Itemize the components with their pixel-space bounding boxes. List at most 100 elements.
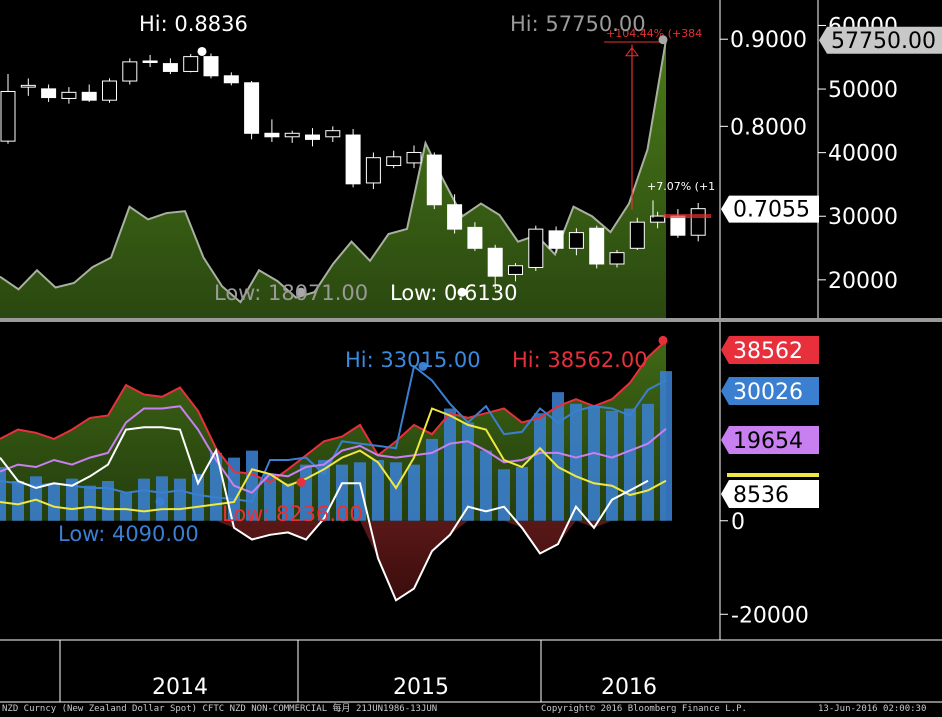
candle: [41, 88, 57, 99]
bar: [552, 392, 564, 521]
bar: [354, 462, 366, 521]
bar: [48, 483, 60, 521]
candle: [487, 247, 503, 277]
bar: [588, 406, 600, 521]
year-label: 2015: [393, 675, 449, 700]
candle: [508, 265, 523, 275]
bar: [210, 452, 222, 521]
price-tick-label: 0.8000: [730, 115, 807, 140]
bar: [12, 481, 24, 521]
candle: [244, 82, 260, 134]
red-low-marker: [296, 477, 306, 487]
candle: [528, 228, 544, 268]
positions-panel: Hi: 33015.00 Hi: 38562.00 Low: 8236.00 Low:…: [0, 335, 672, 602]
price-hi-label: Hi: 0.8836: [139, 12, 248, 36]
bar: [174, 478, 186, 521]
bar: [282, 483, 294, 521]
candle: [670, 215, 686, 236]
candle: [426, 154, 442, 206]
bar: [642, 403, 654, 521]
price-panel: +104.44% (+384 +7.07% (+1 Hi: 0.8836 Low: 0…: [0, 12, 715, 319]
candle: [467, 226, 483, 249]
vol-low-marker: [296, 287, 306, 297]
price-last-tag: 0.7055: [721, 195, 819, 223]
positions-last-tag: 38562: [721, 336, 819, 364]
positions-tick-label: 0: [731, 510, 745, 535]
candle: [447, 204, 463, 230]
candle: [629, 221, 645, 249]
footer-timestamp: 13-Jun-2016 02:00:30: [818, 704, 927, 714]
bar: [426, 438, 438, 521]
candle: [345, 134, 361, 185]
bar: [462, 422, 474, 521]
volume-area: [0, 39, 666, 319]
candle: [162, 63, 178, 72]
bar: [66, 478, 78, 521]
red-hi-marker: [658, 335, 668, 345]
series-line: [0, 339, 667, 484]
candle: [568, 232, 584, 249]
candle: [406, 151, 422, 164]
bar: [138, 478, 150, 521]
candle: [223, 75, 239, 84]
bar: [390, 462, 402, 521]
blue-hi-label: Hi: 33015.00: [345, 348, 481, 372]
volume-tick-label: 20000: [828, 269, 898, 294]
positions-last-tag: 8536: [721, 480, 819, 508]
candle: [386, 156, 402, 167]
annotation-pct-price: +7.07% (+1: [647, 180, 715, 193]
vol-low-label: Low: 18071.00: [214, 281, 368, 305]
candle: [548, 230, 564, 249]
footer: NZD Curncy (New Zealand Dollar Spot) CFT…: [0, 701, 942, 717]
blue-hi-marker: [418, 361, 428, 371]
bar: [30, 476, 42, 521]
positions-last-tag: 30026: [721, 377, 819, 405]
price-hi-marker: [197, 46, 207, 56]
svg-text:30026: 30026: [733, 380, 803, 405]
candle: [0, 90, 16, 142]
svg-text:0.7055: 0.7055: [733, 198, 810, 223]
bar: [480, 450, 492, 521]
vol-hi-marker: [658, 35, 668, 45]
candle: [102, 80, 117, 101]
candle: [609, 252, 625, 265]
year-label: 2016: [601, 675, 657, 700]
bar: [246, 450, 258, 521]
bar: [192, 473, 204, 521]
candle: [650, 215, 666, 223]
blue-low-marker: [155, 497, 165, 507]
bar: [408, 464, 420, 521]
bar: [372, 459, 384, 521]
bar: [84, 485, 96, 521]
range-highlight: [663, 214, 712, 219]
positions-tick-label: -20000: [731, 603, 809, 628]
bar: [264, 473, 276, 521]
red-hi-label: Hi: 38562.00: [512, 348, 648, 372]
series-line: [0, 426, 649, 602]
vol-hi-label: Hi: 57750.00: [510, 12, 646, 36]
blue-low-label: Low: 4090.00: [58, 522, 199, 546]
svg-text:8536: 8536: [733, 483, 789, 508]
bar: [102, 481, 114, 521]
candle: [203, 56, 219, 77]
candle: [122, 61, 138, 82]
arrow-head: [625, 46, 639, 57]
positions-last-tag: 19654: [721, 426, 819, 454]
candle: [20, 84, 36, 88]
year-label: 2014: [152, 675, 208, 700]
bar: [534, 413, 546, 521]
candle: [183, 56, 199, 72]
candle: [690, 208, 706, 236]
bar: [570, 403, 582, 521]
svg-text:19654: 19654: [733, 429, 803, 454]
price-tick-label: 0.9000: [730, 28, 807, 53]
svg-text:57750.00: 57750.00: [831, 29, 936, 54]
annotation-pct-volume: +104.44% (+384: [606, 27, 702, 40]
bar: [228, 457, 240, 521]
price-low-marker: [457, 287, 467, 297]
candle: [284, 132, 300, 138]
bar: [120, 492, 132, 521]
candle: [264, 132, 280, 138]
red-low-label: Low: 8236.00: [222, 502, 363, 526]
